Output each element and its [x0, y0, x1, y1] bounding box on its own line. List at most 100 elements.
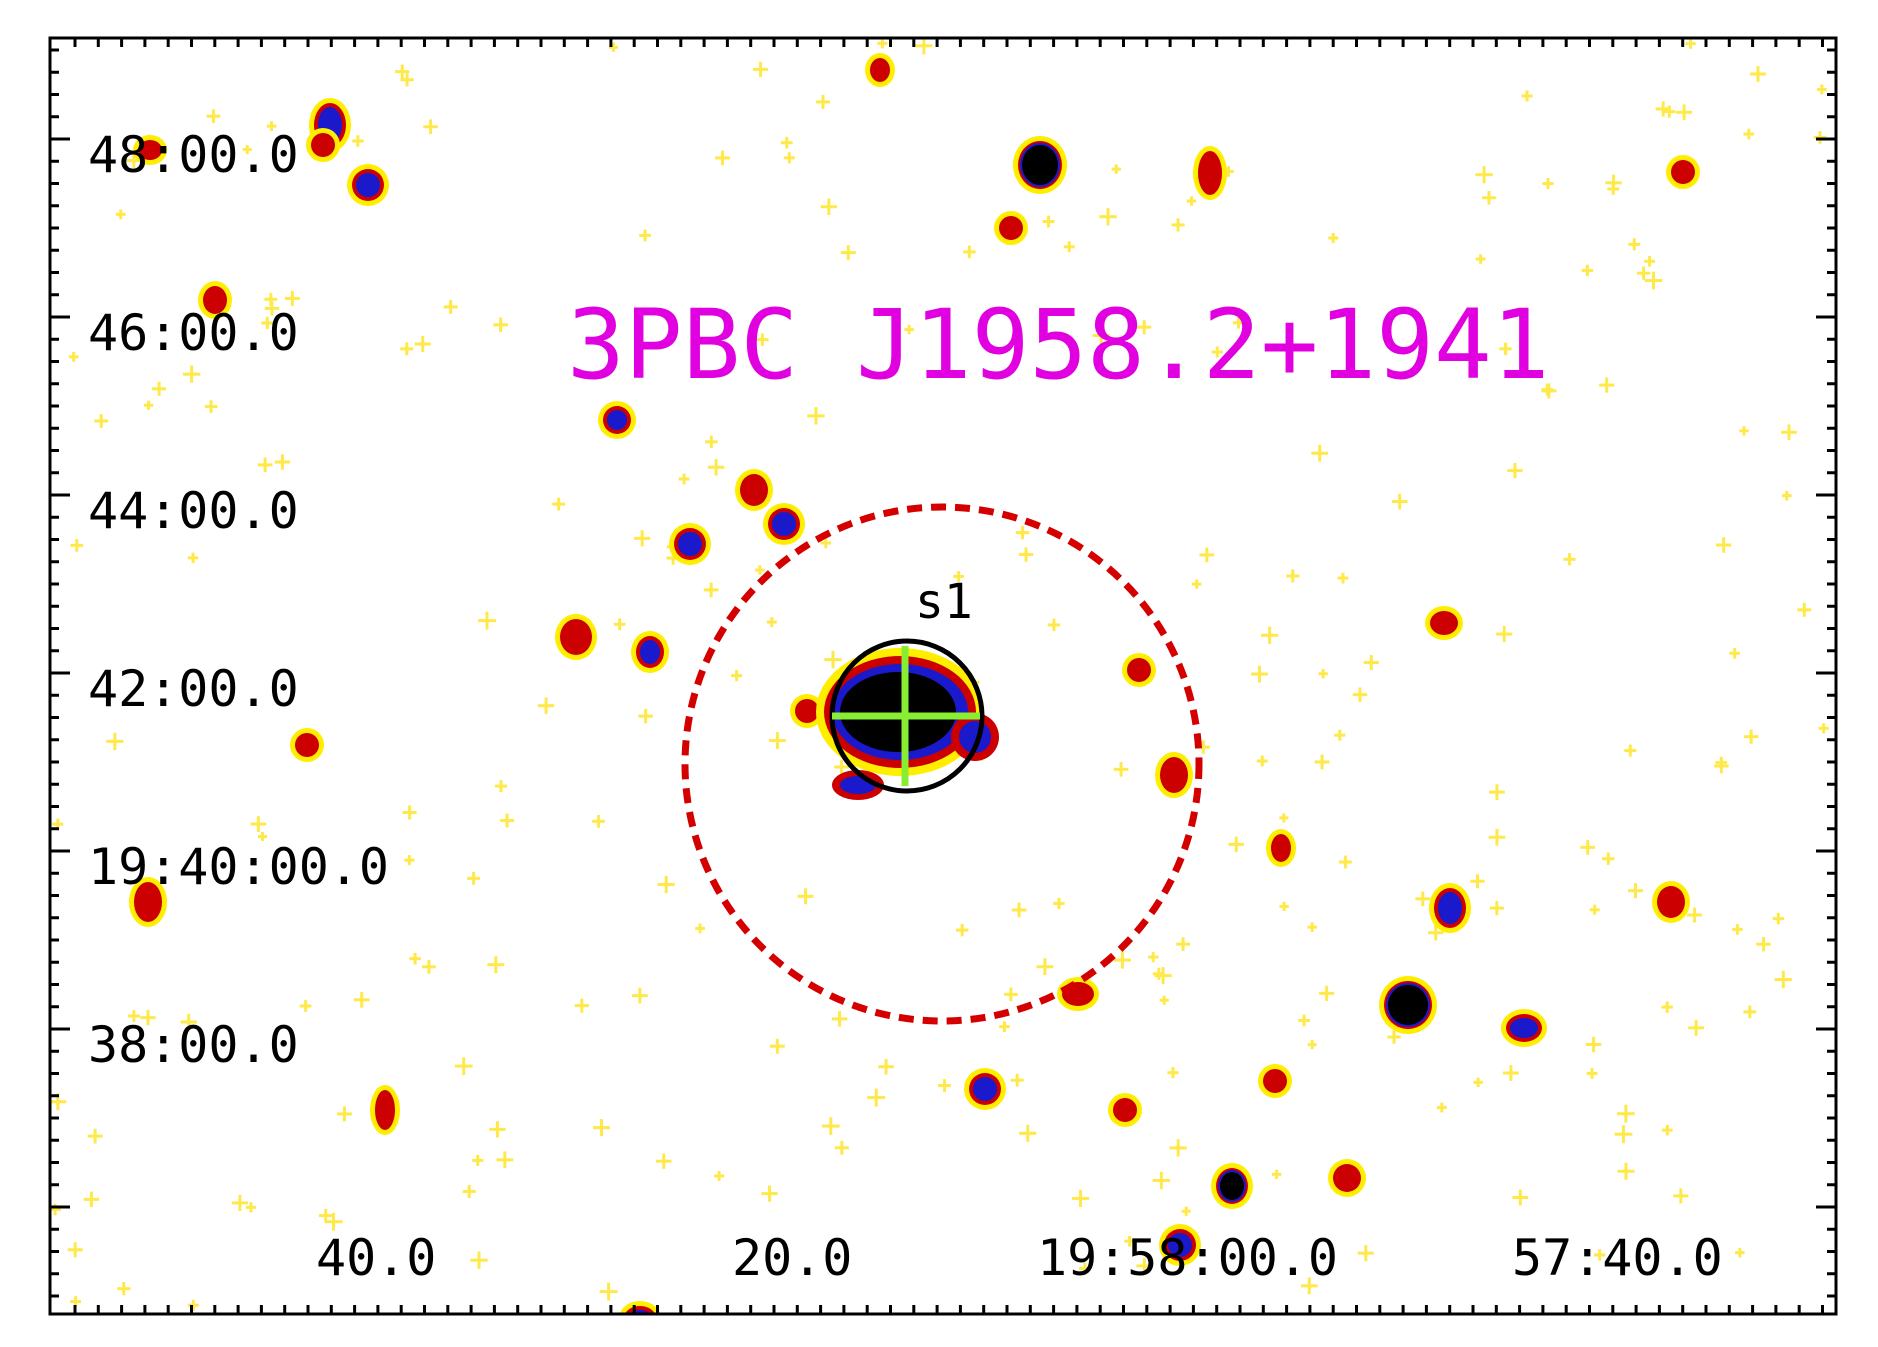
- field-source: [1122, 653, 1156, 687]
- noise-speck: [1415, 891, 1431, 907]
- noise-speck: [50, 1203, 61, 1216]
- noise-speck: [1797, 602, 1812, 617]
- noise-speck: [1181, 1206, 1191, 1216]
- noise-speck: [1563, 553, 1576, 566]
- noise-speck: [1496, 625, 1513, 643]
- noise-speck: [1169, 1139, 1187, 1157]
- noise-speck: [400, 342, 414, 356]
- noise-speck: [1311, 444, 1329, 462]
- noise-speck: [820, 537, 832, 549]
- noise-speck: [1159, 995, 1169, 1005]
- noise-speck: [1739, 426, 1749, 436]
- noise-speck: [257, 831, 268, 842]
- noise-speck: [115, 209, 126, 220]
- noise-speck: [1099, 208, 1117, 226]
- field-source: [1429, 883, 1471, 933]
- noise-speck: [180, 1013, 197, 1031]
- noise-speck: [487, 956, 505, 974]
- noise-speck: [1232, 317, 1245, 329]
- field-source: [1108, 1093, 1142, 1127]
- noise-speck: [1211, 346, 1223, 358]
- noise-speck: [915, 38, 933, 55]
- noise-speck: [206, 109, 221, 124]
- noise-speck: [840, 245, 856, 261]
- noise-speck: [1521, 90, 1533, 102]
- noise-speck: [1644, 271, 1663, 290]
- noise-speck: [1673, 1188, 1689, 1204]
- noise-speck: [1338, 855, 1352, 869]
- noise-speck: [1743, 128, 1755, 140]
- noise-speck: [1593, 1249, 1606, 1261]
- noise-speck: [1744, 729, 1759, 744]
- noise-speck: [1617, 1162, 1635, 1180]
- noise-speck: [1307, 922, 1317, 932]
- source-label: s1: [915, 574, 973, 630]
- noise-speck: [1079, 1262, 1091, 1275]
- noise-speck: [731, 670, 743, 682]
- field-source: [735, 469, 773, 511]
- noise-speck: [707, 459, 725, 476]
- noise-speck: [761, 1185, 778, 1202]
- noise-speck: [1489, 901, 1504, 916]
- noise-speck: [1319, 985, 1335, 1001]
- field-source: [1013, 136, 1067, 194]
- noise-speck: [1628, 238, 1641, 251]
- noise-speck: [634, 530, 651, 547]
- noise-speck: [1036, 958, 1054, 976]
- noise-speck: [500, 813, 515, 828]
- noise-speck: [1092, 326, 1110, 345]
- noise-speck: [953, 571, 964, 582]
- noise-speck: [1260, 626, 1279, 644]
- noise-speck: [1186, 196, 1197, 206]
- noise-speck: [1015, 525, 1030, 540]
- noise-speck: [470, 1251, 488, 1269]
- noise-speck: [231, 1194, 249, 1212]
- noise-speck: [1111, 164, 1121, 174]
- noise-speck: [755, 565, 765, 575]
- noise-speck: [1482, 190, 1496, 205]
- noise-speck: [83, 1191, 100, 1208]
- noise-speck: [1279, 901, 1289, 912]
- noise-speck: [1387, 1030, 1401, 1044]
- noise-speck: [1337, 572, 1349, 584]
- noise-speck: [1199, 547, 1215, 563]
- dec-label: 46:00.0: [88, 304, 299, 362]
- noise-speck: [257, 457, 273, 473]
- field-source: [1501, 1009, 1547, 1047]
- noise-speck: [714, 1170, 725, 1181]
- noise-speck: [574, 998, 589, 1013]
- noise-speck: [414, 335, 431, 353]
- sky-field: [50, 38, 1829, 1314]
- noise-speck: [1328, 232, 1339, 244]
- noise-speck: [1624, 744, 1637, 757]
- dec-label: 48:00.0: [88, 126, 299, 184]
- noise-speck: [1307, 1040, 1317, 1050]
- noise-speck: [715, 150, 730, 166]
- noise-speck: [1507, 463, 1523, 479]
- noise-speck: [1676, 104, 1693, 121]
- noise-speck: [1154, 967, 1172, 985]
- noise-speck: [1011, 902, 1027, 918]
- noise-speck: [264, 292, 278, 306]
- noise-speck: [127, 1010, 140, 1022]
- noise-speck: [353, 991, 370, 1008]
- noise-speck: [1147, 951, 1159, 963]
- noise-speck: [204, 400, 218, 413]
- noise-speck: [472, 1154, 484, 1167]
- noise-speck: [938, 1079, 951, 1092]
- noise-speck: [1251, 665, 1268, 683]
- noise-speck: [1391, 493, 1408, 510]
- noise-speck: [768, 732, 786, 749]
- field-source: [964, 1068, 1006, 1110]
- noise-speck: [756, 333, 769, 346]
- noise-speck: [695, 923, 705, 934]
- noise-speck: [402, 805, 417, 820]
- ra-label: 40.0: [316, 1229, 436, 1287]
- axis-ticks: [50, 38, 1836, 1314]
- noise-speck: [1687, 907, 1702, 923]
- noise-speck: [245, 1202, 256, 1213]
- ra-label: 19:58:00.0: [1037, 1229, 1338, 1287]
- noise-speck: [1602, 852, 1615, 865]
- noise-speck: [1042, 215, 1055, 228]
